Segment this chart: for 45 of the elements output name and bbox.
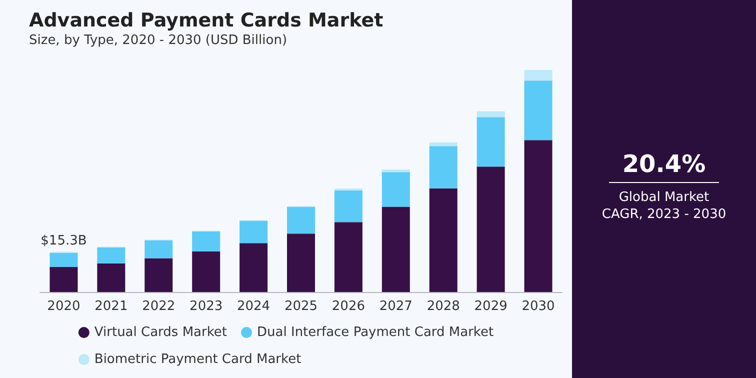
bar — [50, 252, 78, 267]
bar — [524, 70, 552, 81]
bar — [382, 206, 410, 292]
legend-label: Virtual Cards Market — [94, 325, 228, 340]
x-tick-label: 2026 — [332, 299, 365, 314]
chart-subtitle: Size, by Type, 2020 - 2030 (USD Billion) — [29, 33, 288, 48]
bar — [429, 142, 458, 146]
bar — [334, 190, 362, 222]
x-tick-label: 2023 — [190, 299, 223, 314]
x-tick-label: 2028 — [426, 299, 460, 314]
annotation: $15.3B — [40, 233, 87, 248]
bar — [240, 243, 268, 292]
bar — [50, 266, 78, 292]
bar — [334, 222, 362, 292]
bar — [476, 111, 505, 118]
bar — [144, 240, 173, 258]
x-tick-label: 2021 — [94, 299, 128, 314]
x-tick-label: 2024 — [237, 299, 270, 314]
bar — [524, 140, 552, 292]
x-tick-label: 2025 — [284, 299, 318, 314]
text: 20.4% — [621, 150, 707, 178]
chart-title: Advanced Payment Cards Market — [29, 10, 384, 32]
legend-label: Biometric Payment Card Market — [94, 352, 302, 367]
bar — [429, 146, 458, 188]
bar — [476, 166, 505, 292]
bar — [287, 206, 315, 234]
bar — [192, 231, 220, 252]
bar — [382, 169, 410, 172]
bar — [524, 80, 552, 140]
x-tick-label: 2029 — [474, 299, 508, 314]
bar — [429, 188, 458, 292]
bar — [97, 263, 126, 292]
bar — [192, 251, 220, 292]
x-tick-label: 2022 — [142, 299, 176, 314]
x-tick-label: 2020 — [47, 299, 80, 314]
bar — [382, 172, 410, 207]
x-tick-label: 2030 — [522, 299, 555, 314]
text: Global Market CAGR, 2023 - 2030 — [600, 189, 728, 223]
bar — [287, 234, 315, 292]
bar — [97, 247, 126, 264]
x-tick-label: 2027 — [379, 299, 412, 314]
bar — [240, 220, 268, 244]
bar — [144, 258, 173, 292]
legend-label: Dual Interface Payment Card Market — [257, 325, 494, 340]
bar — [476, 117, 505, 167]
